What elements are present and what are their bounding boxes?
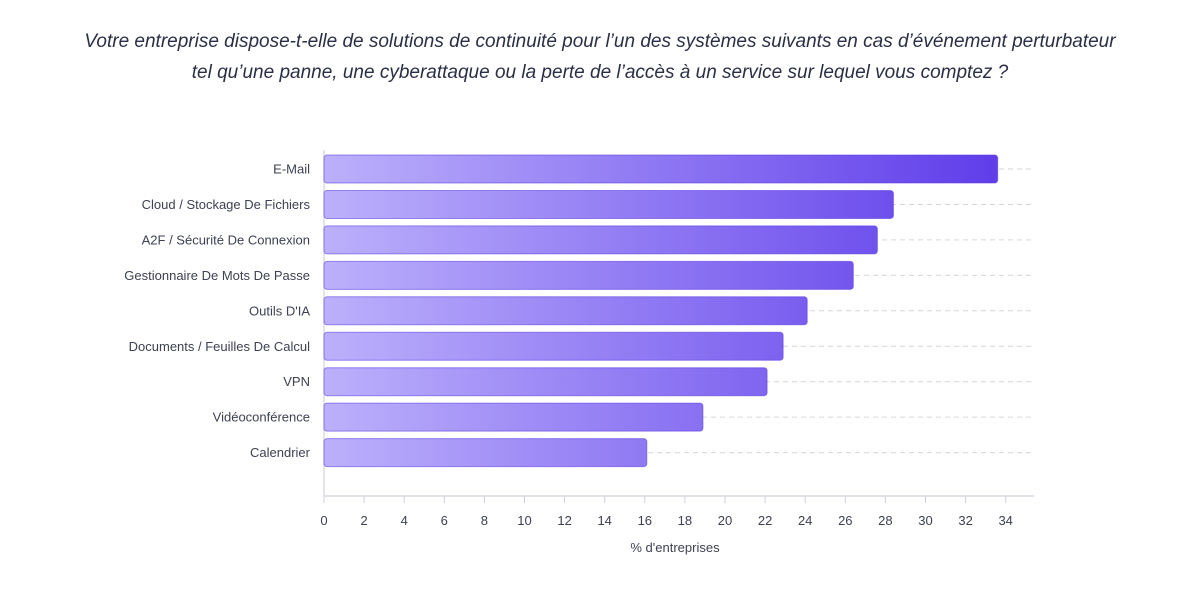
x-tick-label: 2 — [360, 513, 367, 528]
x-tick-label: 8 — [481, 513, 488, 528]
x-tick-label: 24 — [798, 513, 812, 528]
x-tick-label: 26 — [838, 513, 852, 528]
x-tick-label: 32 — [958, 513, 972, 528]
x-tick-label: 10 — [517, 513, 531, 528]
chart-title-line-1: Votre entreprise dispose-t-elle de solut… — [84, 31, 1116, 52]
category-label: E-Mail — [273, 162, 310, 177]
category-label: A2F / Sécurité De Connexion — [142, 232, 310, 247]
x-tick-labels: 0 2 4 6 8 10 12 14 16 18 20 22 24 26 28 30 32 34 — [320, 513, 1013, 528]
x-tick-label: 4 — [401, 513, 408, 528]
category-label: Outils D'IA — [249, 303, 310, 318]
x-tick-label: 28 — [878, 513, 892, 528]
category-label: Gestionnaire De Mots De Passe — [124, 268, 310, 283]
category-labels: E-Mail Cloud / Stockage De Fichiers A2F / … — [124, 162, 310, 461]
bar — [323, 260, 854, 290]
category-label: Calendrier — [250, 445, 311, 460]
bar — [323, 402, 704, 432]
bar — [323, 225, 878, 255]
category-label: VPN — [283, 374, 310, 389]
bar — [323, 296, 808, 326]
bar — [323, 331, 784, 361]
bar — [323, 154, 999, 184]
category-label: Vidéoconférence — [213, 410, 310, 425]
x-tick-label: 0 — [320, 513, 327, 528]
x-tick-label: 34 — [998, 513, 1012, 528]
x-tick-label: 14 — [597, 513, 611, 528]
chart-title: Votre entreprise dispose-t-elle de solut… — [20, 26, 1180, 88]
category-label: Documents / Feuilles De Calcul — [129, 339, 310, 354]
category-label: Cloud / Stockage De Fichiers — [142, 197, 311, 212]
x-tick-label: 30 — [918, 513, 932, 528]
bar — [323, 367, 768, 397]
chart-title-line-2: tel qu’une panne, une cyberattaque ou la… — [191, 62, 1009, 83]
x-tick-label: 20 — [718, 513, 732, 528]
bars — [323, 154, 999, 468]
x-tick-label: 22 — [758, 513, 772, 528]
x-tick-label: 18 — [678, 513, 692, 528]
x-axis-label: % d'entreprises — [630, 540, 720, 555]
x-tick-label: 12 — [557, 513, 571, 528]
bar — [323, 438, 648, 468]
bar — [323, 189, 894, 219]
x-tick-label: 6 — [441, 513, 448, 528]
x-tick-label: 16 — [638, 513, 652, 528]
